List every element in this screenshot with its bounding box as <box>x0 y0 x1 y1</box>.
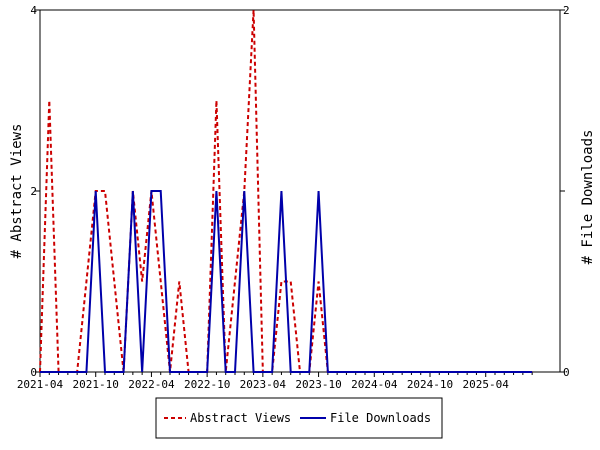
x-tick-label: 2024-04 <box>351 378 398 391</box>
y-left-tick-label: 4 <box>30 4 37 17</box>
x-axis-ticks: 2021-04 2021-10 2022-04 2022-10 2023-04 2023-… <box>17 372 533 391</box>
plot-frame <box>39 9 561 373</box>
x-tick-label: 2022-04 <box>128 378 175 391</box>
x-tick-label: 2024-10 <box>407 378 453 391</box>
y-right-tick-label: 2 <box>563 4 570 17</box>
x-tick-label: 2023-10 <box>295 378 341 391</box>
x-tick-label: 2025-04 <box>463 378 510 391</box>
x-tick-label: 2021-04 <box>17 378 64 391</box>
legend: Abstract Views File Downloads <box>155 397 443 439</box>
y-axis-ticks: 0 2 4 0 2 <box>30 4 569 379</box>
y-right-axis-title: # File Downloads <box>580 130 596 265</box>
legend-box <box>155 397 443 439</box>
y-right-tick-label: 0 <box>563 366 570 379</box>
y-left-tick-label: 2 <box>30 185 37 198</box>
series-layer <box>39 9 533 373</box>
y-left-tick-label: 0 <box>30 366 37 379</box>
y-left-axis-title: # Abstract Views <box>9 124 25 259</box>
x-tick-label: 2023-04 <box>240 378 287 391</box>
series-line-file-downloads <box>40 190 533 373</box>
x-tick-label: 2021-10 <box>73 378 119 391</box>
x-tick-label: 2022-10 <box>184 378 230 391</box>
legend-label-file-downloads: File Downloads <box>330 411 431 425</box>
legend-label-abstract-views: Abstract Views <box>190 411 291 425</box>
